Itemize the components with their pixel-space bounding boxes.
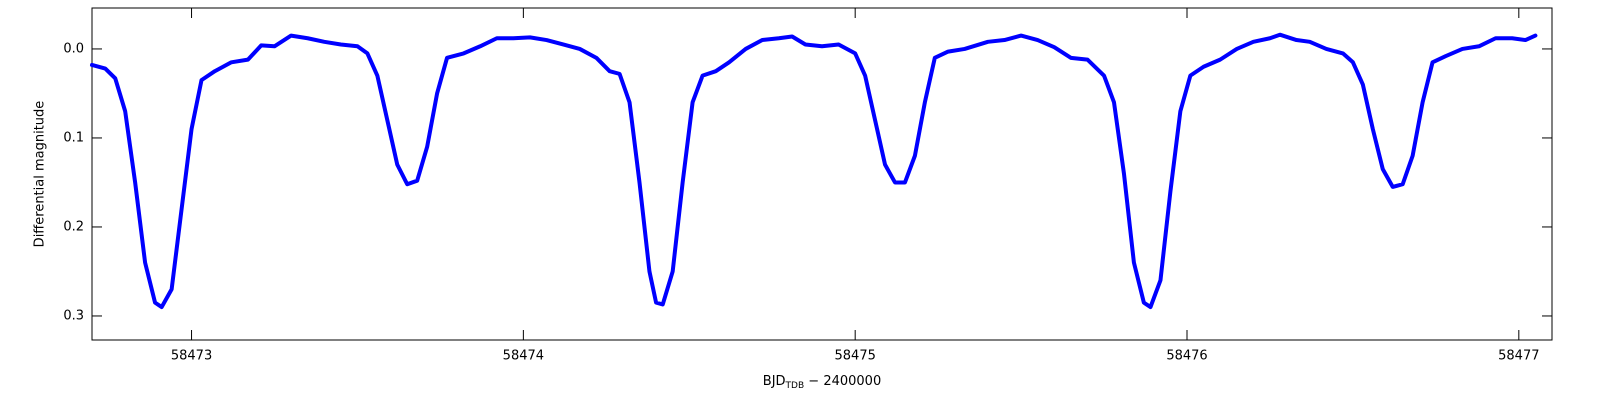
x-axis-title: BJDTDB − 2400000 <box>763 374 881 391</box>
x-tick-label: 58474 <box>503 349 544 364</box>
x-tick-label: 58473 <box>171 349 212 364</box>
x-tick-label: 58475 <box>835 349 876 364</box>
y-axis-title: Differential magnitude <box>33 101 48 248</box>
y-tick-label: 0.2 <box>63 219 84 234</box>
x-axis-title-rest: − 2400000 <box>804 374 881 389</box>
x-tick-label: 58477 <box>1498 349 1539 364</box>
y-tick-label: 0.1 <box>63 130 84 145</box>
plot-frame <box>91 7 1553 341</box>
y-tick-label: 0.0 <box>63 41 84 56</box>
x-axis-title-main: BJD <box>763 374 786 389</box>
x-tick-label: 58476 <box>1166 349 1207 364</box>
x-axis-title-sub: TDB <box>785 381 805 391</box>
light-curve <box>90 32 1538 310</box>
y-tick-label: 0.3 <box>63 308 84 323</box>
